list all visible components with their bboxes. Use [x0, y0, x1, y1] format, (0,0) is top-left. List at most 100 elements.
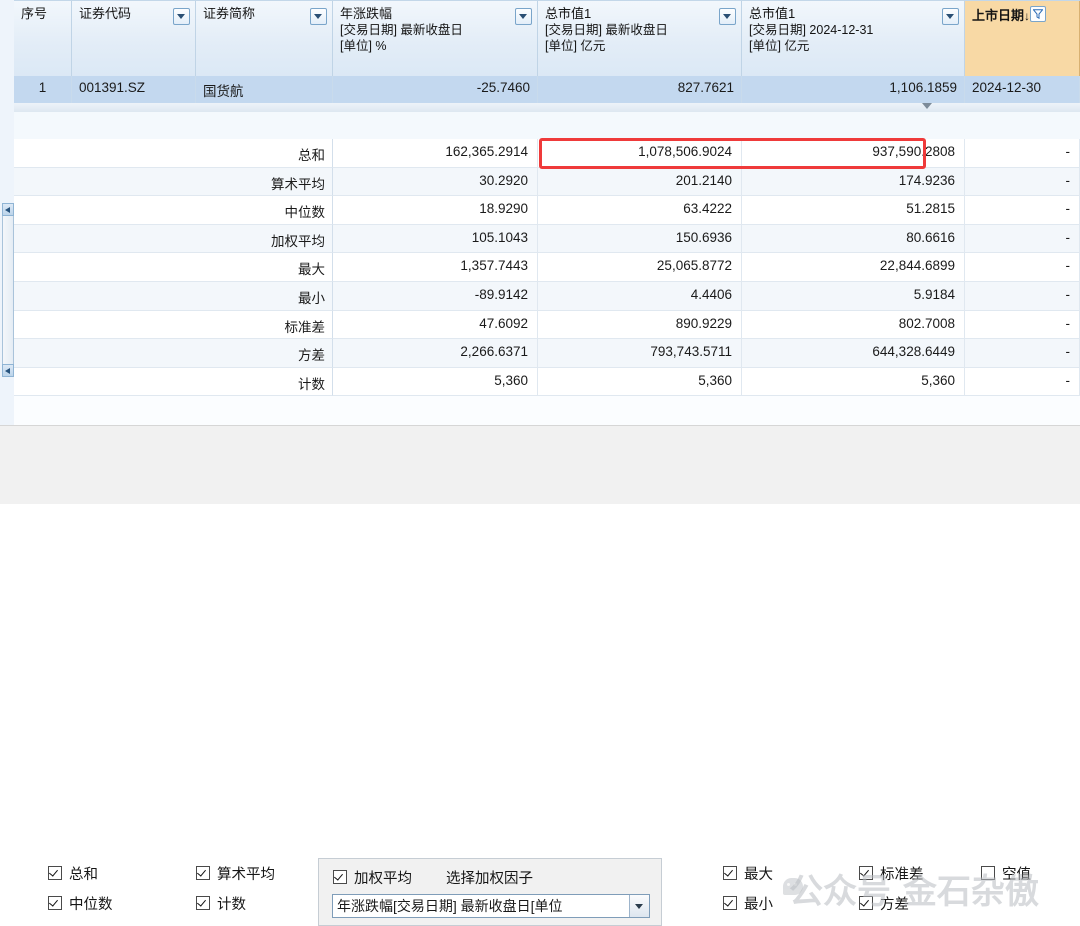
chevron-down-icon[interactable]	[629, 895, 649, 917]
column-header-subtitle-date: [交易日期] 最新收盘日	[340, 23, 463, 37]
stats-cell-mcap1: 150.6936	[538, 224, 742, 254]
stats-cell-ipo: -	[965, 139, 1080, 168]
column-header-subtitle-date: [交易日期] 最新收盘日	[545, 23, 668, 37]
column-header-title: 总市值1	[749, 6, 796, 21]
checkbox-icon[interactable]	[196, 896, 210, 910]
column-header-chg[interactable]: 年涨跌幅 [交易日期] 最新收盘日 [单位] %	[333, 1, 538, 77]
checkbox-icon[interactable]	[196, 866, 210, 880]
stats-cell-chg: 47.6092	[333, 310, 538, 340]
cell-name[interactable]: 国货航	[196, 76, 333, 103]
stats-row: 加权平均 105.1043 150.6936 80.6616-	[14, 224, 1080, 254]
column-header-title: 年涨跌幅	[340, 6, 393, 21]
stats-row: 总和 162,365.2914 1,078,506.9024 937,590.2808…	[14, 139, 1080, 168]
checkbox-weighted-average[interactable]	[333, 870, 347, 884]
column-header-title: 总市值1	[545, 6, 592, 21]
checkbox-总和[interactable]: 总和	[48, 858, 113, 888]
stats-row-label: 计数	[14, 367, 333, 397]
column-header-subtitle-date: [交易日期] 2024-12-31	[749, 23, 874, 37]
grid-blank-spacer	[14, 112, 1080, 140]
column-filter-dropdown-icon[interactable]	[173, 8, 190, 25]
checkbox-label: 计数	[217, 896, 246, 913]
checkbox-中位数[interactable]: 中位数	[48, 888, 113, 918]
column-header-title: 上市日期↓	[972, 6, 1073, 24]
stats-cell-mcap1: 63.4222	[538, 196, 742, 225]
stats-cell-mcap2: 644,328.6449	[742, 339, 965, 368]
stats-row-label: 中位数	[14, 196, 333, 225]
stats-cell-mcap1: 201.2140	[538, 167, 742, 197]
cell-mcap1[interactable]: 827.7621	[538, 76, 742, 103]
checkbox-标准差[interactable]: 标准差	[859, 858, 924, 888]
filter-funnel-icon[interactable]	[1030, 6, 1047, 22]
vertical-scrollbar[interactable]	[2, 203, 14, 377]
column-header-ipo[interactable]: 上市日期↓	[965, 1, 1080, 77]
weighted-average-group: 加权平均 选择加权因子 年涨跌幅[交易日期] 最新收盘日[单位	[318, 858, 662, 926]
stats-cell-ipo: -	[965, 196, 1080, 225]
checkbox-计数[interactable]: 计数	[196, 888, 275, 918]
checkbox-label: 标准差	[880, 866, 924, 883]
stats-cell-ipo: -	[965, 253, 1080, 282]
checkbox-icon[interactable]	[48, 896, 62, 910]
checkbox-icon[interactable]	[723, 896, 737, 910]
checkbox-group-right-a: 最大最小	[723, 858, 773, 918]
column-header-title: 证券简称	[203, 6, 256, 21]
checkbox-icon[interactable]	[859, 866, 873, 880]
cell-seq[interactable]: 1	[14, 76, 72, 103]
checkbox-算术平均[interactable]: 算术平均	[196, 858, 275, 888]
weight-factor-hint: 选择加权因子	[446, 870, 533, 887]
stats-cell-mcap1: 1,078,506.9024	[538, 139, 742, 168]
column-filter-dropdown-icon[interactable]	[310, 8, 327, 25]
stats-row: 计数 5,360 5,360 5,360-	[14, 367, 1080, 397]
stats-row: 方差 2,266.6371 793,743.5711 644,328.6449-	[14, 339, 1080, 368]
checkbox-group-right-c: 空值	[981, 858, 1031, 888]
statistics-rows: 总和 162,365.2914 1,078,506.9024 937,590.2808…	[14, 139, 1080, 397]
checkbox-icon[interactable]	[981, 866, 995, 880]
stats-cell-ipo: -	[965, 224, 1080, 254]
checkbox-label: 最小	[744, 896, 773, 913]
checkbox-group-left-b: 算术平均 计数	[196, 858, 275, 918]
checkbox-icon[interactable]	[48, 866, 62, 880]
cell-mcap2[interactable]: 1,106.1859	[742, 76, 965, 103]
scroll-down-arrow-icon[interactable]	[2, 364, 14, 377]
stats-cell-mcap1: 25,065.8772	[538, 253, 742, 282]
weight-factor-select-value: 年涨跌幅[交易日期] 最新收盘日[单位	[337, 898, 563, 914]
checkbox-icon[interactable]	[859, 896, 873, 910]
column-header-seq[interactable]: 序号	[14, 1, 72, 77]
column-header-code[interactable]: 证券代码	[72, 1, 196, 77]
stats-row-label: 标准差	[14, 310, 333, 340]
checkbox-label: 方差	[880, 896, 909, 913]
table-row-selected[interactable]: 1 001391.SZ 国货航 -25.7460 827.7621 1,106.1859 2…	[14, 76, 1080, 104]
stats-cell-chg: 162,365.2914	[333, 139, 538, 168]
stats-row-label: 算术平均	[14, 167, 333, 197]
checkbox-方差[interactable]: 方差	[859, 888, 924, 918]
stats-cell-ipo: -	[965, 367, 1080, 397]
column-header-name[interactable]: 证券简称	[196, 1, 333, 77]
stats-cell-chg: 30.2920	[333, 167, 538, 197]
column-header-mcap1[interactable]: 总市值1 [交易日期] 最新收盘日 [单位] 亿元	[538, 1, 742, 77]
checkbox-最大[interactable]: 最大	[723, 858, 773, 888]
checkbox-icon[interactable]	[723, 866, 737, 880]
checkbox-label: 空值	[1002, 866, 1031, 883]
column-filter-dropdown-icon[interactable]	[719, 8, 736, 25]
sort-descending-icon[interactable]: ↓	[1024, 9, 1031, 23]
checkbox-group-right-b: 标准差 方差	[859, 858, 924, 918]
checkbox-weighted-average-label: 加权平均	[354, 870, 412, 887]
cell-chg[interactable]: -25.7460	[333, 76, 538, 103]
stats-cell-chg: 18.9290	[333, 196, 538, 225]
cell-code[interactable]: 001391.SZ	[72, 76, 196, 103]
checkbox-label: 中位数	[69, 896, 113, 913]
cell-ipo[interactable]: 2024-12-30	[965, 76, 1080, 103]
column-header-title: 证券代码	[79, 6, 132, 21]
stats-row-label: 最小	[14, 281, 333, 311]
data-grid: 序号 证券代码 证券简称 年涨跌幅 [交易日期] 最新收盘日 [单位] % 总市值1 [交易日…	[14, 0, 1080, 425]
column-filter-dropdown-icon[interactable]	[942, 8, 959, 25]
column-filter-dropdown-icon[interactable]	[515, 8, 532, 25]
checkbox-空值[interactable]: 空值	[981, 858, 1031, 888]
scroll-up-arrow-icon[interactable]	[2, 203, 14, 216]
checkbox-最小[interactable]: 最小	[723, 888, 773, 918]
grid-header-row: 序号 证券代码 证券简称 年涨跌幅 [交易日期] 最新收盘日 [单位] % 总市值1 [交易日…	[14, 0, 1080, 78]
column-header-subtitle-unit: [单位] %	[340, 39, 387, 53]
column-header-mcap2[interactable]: 总市值1 [交易日期] 2024-12-31 [单位] 亿元	[742, 1, 965, 77]
checkbox-label: 算术平均	[217, 866, 275, 883]
scroll-marker-icon	[922, 103, 932, 109]
weight-factor-select[interactable]: 年涨跌幅[交易日期] 最新收盘日[单位	[332, 894, 650, 918]
